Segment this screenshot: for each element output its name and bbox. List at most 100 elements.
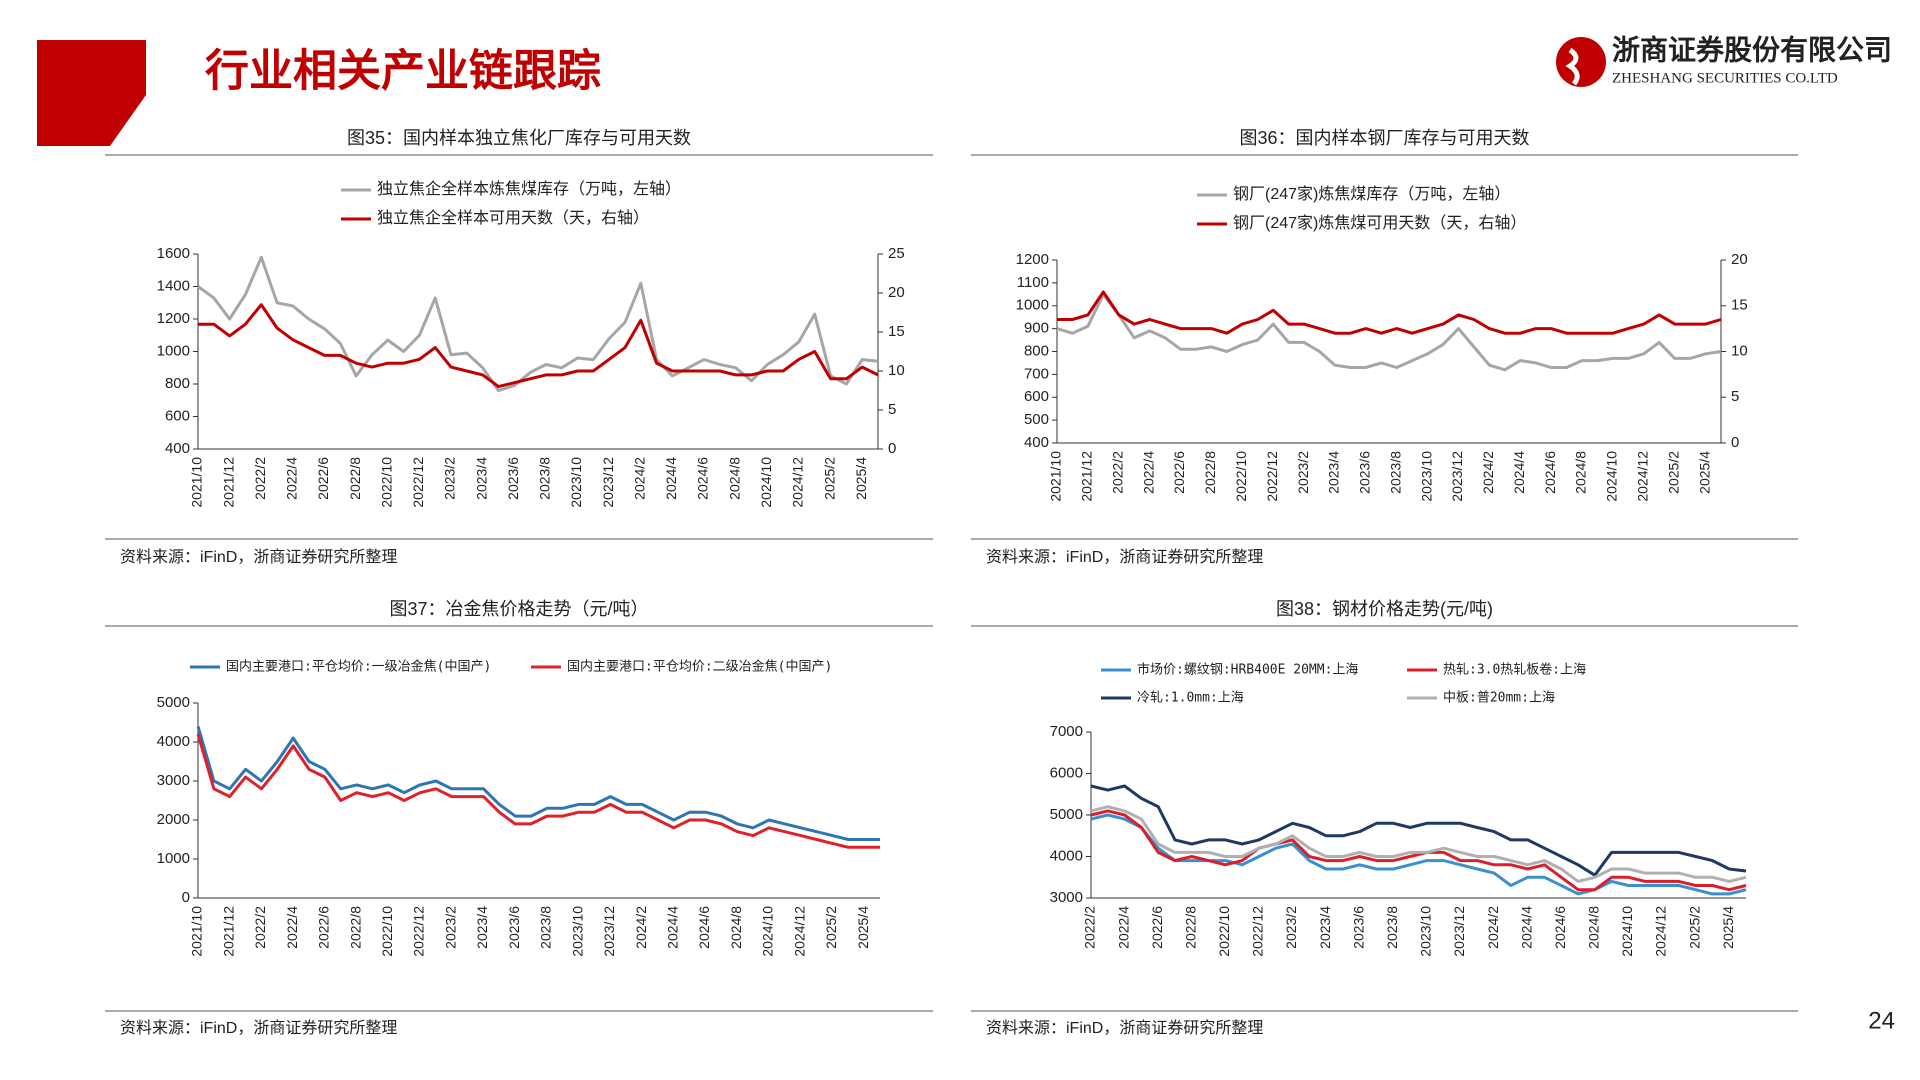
x-tick-label: 2024/8 (728, 906, 744, 949)
x-tick-label: 2022/2 (1109, 451, 1125, 494)
x-tick-label: 2024/12 (791, 906, 807, 957)
x-tick-label: 2025/4 (853, 457, 869, 500)
y-tick-label: 5000 (157, 694, 190, 711)
x-tick-label: 2022/8 (347, 457, 363, 500)
x-tick-label: 2022/12 (1264, 451, 1280, 502)
y-tick-label: 1200 (157, 310, 190, 327)
y-tick-label: 4000 (1050, 847, 1083, 864)
chart: 图38：钢材价格走势(元/吨) 资料来源：iFinD，浙商证券研究所整理 3000 4… (971, 599, 1798, 1037)
x-tick-label: 2022/8 (347, 906, 363, 949)
chart-title: 图36：国内样本钢厂库存与可用天数 (1239, 128, 1529, 148)
chart-title: 图38：钢材价格走势(元/吨) (1276, 599, 1493, 619)
source: 资料来源：iFinD，浙商证券研究所整理 (120, 1019, 397, 1037)
x-tick-label: 2024/10 (758, 457, 774, 508)
x-tick-label: 2021/12 (220, 457, 236, 508)
x-tick-label: 2025/4 (1696, 451, 1712, 494)
x-tick-label: 2024/8 (726, 457, 742, 500)
legend-label: 国内主要港口:平仓均价:一级冶金焦(中国产) (226, 659, 491, 675)
source: 资料来源：iFinD，浙商证券研究所整理 (986, 548, 1263, 566)
x-tick-label: 2023/8 (1384, 906, 1400, 949)
x-tick-label: 2022/4 (284, 906, 300, 949)
legend-label: 独立焦企全样本可用天数（天，右轴） (377, 209, 649, 227)
y-tick-label: 700 (1024, 365, 1049, 382)
x-tick-label: 2024/6 (695, 457, 711, 500)
x-tick-label: 2022/12 (411, 906, 427, 957)
x-tick-label: 2024/8 (1586, 906, 1602, 949)
y-tick-label: 1000 (1016, 297, 1049, 314)
chart-title: 图37：冶金焦价格走势（元/吨） (389, 599, 648, 619)
legend-label: 市场价:螺纹钢:HRB400E 20MM:上海 (1137, 662, 1358, 678)
x-tick-label: 2024/8 (1573, 451, 1589, 494)
series-line (197, 255, 879, 392)
logo-name: 浙商证券股份有限公司 (1612, 34, 1892, 65)
x-tick-label: 2022/12 (1250, 906, 1266, 957)
chart-title: 图35：国内样本独立焦化厂库存与可用天数 (347, 128, 691, 148)
y2-tick-label: 20 (888, 284, 905, 301)
x-tick-label: 2022/10 (378, 457, 394, 508)
x-tick-label: 2022/2 (252, 906, 268, 949)
x-tick-label: 2024/10 (1619, 906, 1635, 957)
x-tick-label: 2023/6 (1357, 451, 1373, 494)
y-tick-label: 1000 (157, 850, 190, 867)
x-tick-label: 2024/2 (1480, 451, 1496, 494)
chart: 图35：国内样本独立焦化厂库存与可用天数资料来源：iFinD，浙商证券研究所整理… (105, 128, 933, 566)
x-tick-label: 2022/4 (1140, 451, 1156, 494)
x-tick-label: 2024/2 (1485, 906, 1501, 949)
x-tick-label: 2022/4 (1115, 906, 1131, 949)
x-tick-label: 2022/12 (410, 457, 426, 508)
y2-tick-label: 15 (888, 323, 905, 340)
x-tick-label: 2022/8 (1182, 906, 1198, 949)
series-line (196, 725, 880, 841)
legend-label: 国内主要港口:平仓均价:二级冶金焦(中国产) (567, 659, 832, 675)
legend-label: 钢厂(247家)炼焦煤库存（万吨，左轴） (1233, 185, 1510, 203)
page-number: 24 (1868, 1007, 1895, 1034)
x-tick-label: 2024/6 (696, 906, 712, 949)
y2-tick-label: 0 (1731, 434, 1739, 451)
x-tick-label: 2023/8 (1387, 451, 1403, 494)
x-tick-label: 2022/2 (252, 457, 268, 500)
series-line (1090, 784, 1747, 877)
x-tick-label: 2023/10 (1418, 906, 1434, 957)
y-tick-label: 800 (1024, 342, 1049, 359)
x-tick-label: 2024/2 (633, 906, 649, 949)
x-tick-label: 2021/12 (1079, 451, 1095, 502)
y-tick-label: 4000 (157, 733, 190, 750)
y-tick-label: 1100 (1017, 274, 1049, 291)
y2-tick-label: 15 (1731, 297, 1748, 314)
x-tick-label: 2023/4 (1326, 451, 1342, 494)
y-tick-label: 400 (165, 440, 190, 457)
x-tick-label: 2023/10 (569, 906, 585, 957)
series-line (1057, 290, 1722, 335)
y2-tick-label: 10 (888, 362, 905, 379)
page-title: 行业相关产业链跟踪 (205, 47, 601, 96)
y2-tick-label: 25 (888, 245, 905, 262)
x-tick-label: 2022/4 (284, 457, 300, 500)
y-tick-label: 500 (1024, 411, 1049, 428)
y-tick-label: 900 (1024, 320, 1049, 337)
x-tick-label: 2023/2 (442, 457, 458, 500)
y-tick-label: 1600 (157, 245, 190, 262)
y2-tick-label: 5 (1731, 388, 1739, 405)
x-tick-label: 2023/12 (1449, 451, 1465, 502)
y-tick-label: 1200 (1016, 251, 1049, 268)
y-tick-label: 600 (1024, 388, 1049, 405)
x-tick-label: 2022/10 (379, 906, 395, 957)
y-tick-label: 1000 (157, 342, 190, 359)
y-tick-label: 7000 (1050, 723, 1083, 740)
x-tick-label: 2023/2 (1295, 451, 1311, 494)
x-tick-label: 2023/8 (537, 457, 553, 500)
logo-glyph (1565, 47, 1580, 86)
logo-icon (1556, 37, 1606, 87)
x-tick-label: 2023/2 (1283, 906, 1299, 949)
x-tick-label: 2023/10 (568, 457, 584, 508)
x-tick-label: 2022/2 (1082, 906, 1098, 949)
y-tick-label: 0 (182, 889, 190, 906)
y-tick-label: 1400 (157, 277, 190, 294)
x-tick-label: 2024/4 (665, 906, 681, 949)
y2-tick-label: 5 (888, 401, 896, 418)
x-tick-label: 2022/6 (315, 457, 331, 500)
chart: 图37：冶金焦价格走势（元/吨） 资料来源：iFinD，浙商证券研究所整理 0 100… (105, 599, 933, 1037)
x-tick-label: 2022/6 (1171, 451, 1187, 494)
